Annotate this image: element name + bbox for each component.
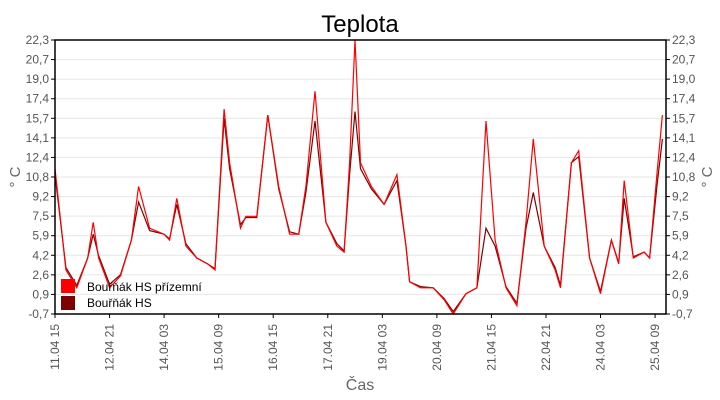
x-tick-label: 12.04 21 — [103, 324, 117, 371]
y-tick-label-left: 7,5 — [32, 209, 49, 223]
y-tick-label-right: 5,9 — [672, 229, 689, 243]
legend-label-0: Bouřňák HS přízemní — [87, 280, 202, 294]
chart-title: Teplota — [321, 11, 399, 38]
x-tick-label: 19.04 03 — [375, 324, 389, 371]
x-axis-label: Čas — [346, 375, 374, 394]
x-tick-label: 22.04 21 — [539, 324, 553, 371]
legend-label-1: Bouřňák HS — [87, 296, 152, 310]
x-tick-label: 11.04 15 — [48, 324, 62, 370]
y-tick-label-left: 22,3 — [26, 33, 50, 47]
y-tick-label-right: 7,5 — [672, 209, 689, 223]
y-tick-label-left: 17,4 — [26, 92, 50, 106]
x-tick-label: 17.04 21 — [321, 324, 335, 371]
y-tick-label-right: 15,7 — [672, 111, 696, 125]
y-tick-label-right: 10,8 — [672, 170, 696, 184]
y-tick-label-right: -0,7 — [672, 307, 693, 321]
x-tick-label: 25.04 09 — [648, 324, 662, 371]
y-tick-label-left: 5,9 — [32, 229, 49, 243]
y-axis-label-right: ° C — [699, 166, 716, 187]
y-tick-label-right: 19,0 — [672, 72, 696, 86]
legend-swatch-0 — [61, 279, 75, 293]
y-tick-label-right: 2,6 — [672, 268, 689, 282]
y-tick-label-left: 9,2 — [32, 190, 49, 204]
x-axis: 11.04 15 12.04 21 14.04 03 15.04 09 16.04 15… — [48, 314, 662, 371]
y-tick-label-left: 19,0 — [26, 72, 50, 86]
y-tick-label-left: 20,7 — [26, 53, 50, 67]
y-tick-label-left: 10,8 — [26, 170, 50, 184]
y-tick-label-right: 17,4 — [672, 92, 696, 106]
grid — [55, 39, 666, 315]
legend: Bouřňák HS přízemní Bouřňák HS — [61, 279, 202, 310]
x-tick-label: 14.04 03 — [157, 324, 171, 371]
x-tick-label: 15.04 09 — [212, 324, 226, 371]
y-tick-label-right: 20,7 — [672, 53, 696, 67]
x-tick-label: 24.04 03 — [594, 324, 608, 371]
y-tick-label-right: 22,3 — [672, 33, 696, 47]
y-tick-label-right: 4,2 — [672, 248, 689, 262]
y-tick-label-left: -0,7 — [28, 307, 49, 321]
y-axis-left: 22,3 20,7 19,0 17,4 15,7 14,1 12,4 10,8 9,2 7,5 5,… — [26, 33, 55, 321]
y-tick-label-left: 4,2 — [32, 248, 49, 262]
y-tick-label-left: 14,1 — [26, 131, 50, 145]
y-tick-label-right: 9,2 — [672, 190, 689, 204]
y-tick-label-right: 14,1 — [672, 131, 696, 145]
x-tick-label: 21.04 15 — [484, 324, 498, 371]
y-tick-label-left: 0,9 — [32, 287, 49, 301]
y-tick-label-left: 2,6 — [32, 268, 49, 282]
x-tick-label: 20.04 09 — [430, 324, 444, 371]
y-tick-label-right: 0,9 — [672, 287, 689, 301]
y-tick-label-left: 12,4 — [26, 150, 50, 164]
x-tick-label: 16.04 15 — [266, 324, 280, 371]
y-tick-label-left: 15,7 — [26, 111, 50, 125]
legend-swatch-1 — [61, 296, 75, 310]
y-axis-right: 22,3 20,7 19,0 17,4 15,7 14,1 12,4 10,8 9,2 7,5 5,… — [666, 33, 696, 321]
y-axis-label-left: ° C — [7, 166, 24, 187]
y-tick-label-right: 12,4 — [672, 150, 696, 164]
